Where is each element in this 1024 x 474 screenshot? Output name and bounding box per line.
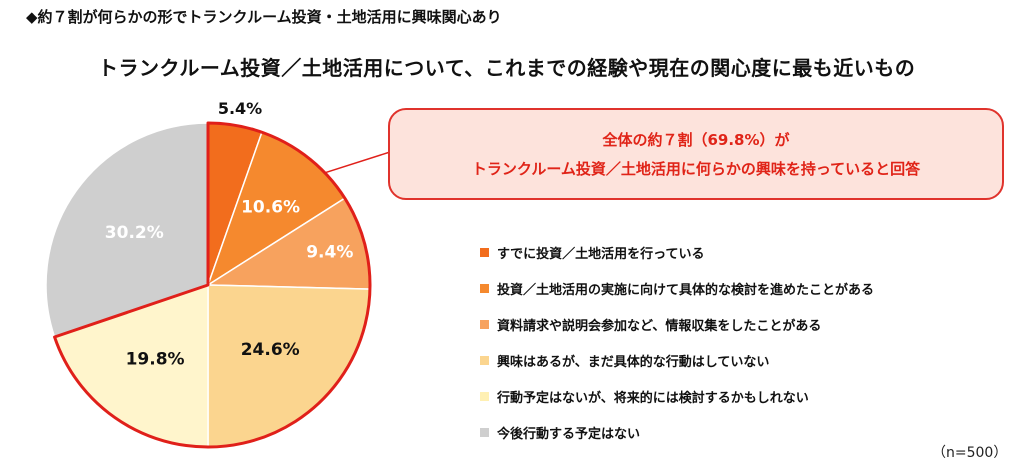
legend-swatch [480,391,489,401]
legend-swatch [480,247,489,257]
legend-item-5: 行動予定はないが、将来的には検討するかもしれない [480,378,874,414]
legend-item-2: 投資／土地活用の実施に向けて具体的な検討を進めたことがある [480,270,874,306]
sample-size-note: （n=500） [932,445,1008,461]
slice-label-6: 30.2% [105,223,164,243]
slice-label-4: 24.6% [241,340,300,360]
legend-item-1: すでに投資／土地活用を行っている [480,234,874,270]
pie-slice-6 [45,122,209,338]
legend-label: 投資／土地活用の実施に向けて具体的な検討を進めたことがある [497,282,875,298]
callout-line-2: トランクルーム投資／土地活用に何らかの興味を持っていると回答 [471,160,921,178]
highlight-outline [53,121,372,449]
callout-box: 全体の約７割（69.8%）が トランクルーム投資／土地活用に何らかの興味を持って… [388,108,1004,200]
legend: すでに投資／土地活用を行っている投資／土地活用の実施に向けて具体的な検討を進めた… [480,234,874,450]
legend-label: 興味はあるが、まだ具体的な行動はしていない [497,354,770,370]
slice-label-3: 9.4% [306,242,353,262]
legend-item-3: 資料請求や説明会参加など、情報収集をしたことがある [480,306,874,342]
legend-swatch [480,427,489,437]
legend-item-6: 今後行動する予定はない [480,414,874,450]
legend-label: すでに投資／土地活用を行っている [497,246,705,262]
slice-label-2: 10.6% [241,197,300,217]
chart-title: トランクルーム投資／土地活用について、これまでの経験や現在の関心度に最も近いもの [98,56,916,80]
legend-swatch [480,319,489,329]
legend-label: 行動予定はないが、将来的には検討するかもしれない [497,390,809,406]
legend-swatch [480,355,489,365]
legend-swatch [480,283,489,293]
legend-item-4: 興味はあるが、まだ具体的な行動はしていない [480,342,874,378]
slice-label-5: 19.8% [126,350,185,370]
callout-connector [324,151,391,174]
slice-label-1: 5.4% [218,99,262,118]
callout-line-1: 全体の約７割（69.8%）が [602,131,790,149]
pie-slice-4 [207,284,371,448]
legend-label: 資料請求や説明会参加など、情報収集をしたことがある [497,318,822,334]
legend-label: 今後行動する予定はない [497,426,641,442]
headline: ◆約７割が何らかの形でトランクルーム投資・土地活用に興味関心あり [26,8,502,26]
